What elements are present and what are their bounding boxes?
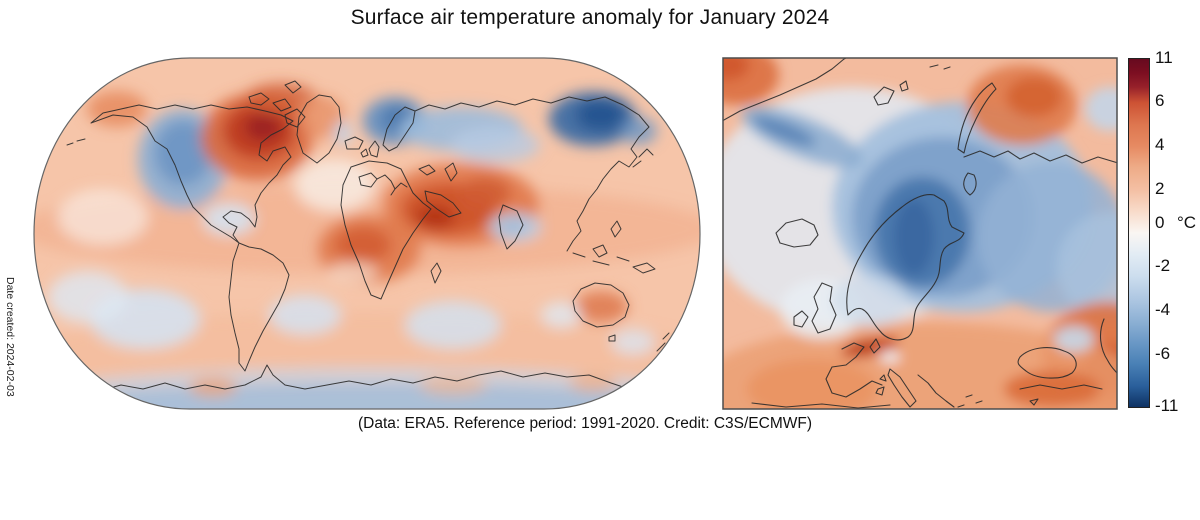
europe-map bbox=[722, 57, 1118, 410]
colorbar-tick: 0 bbox=[1155, 213, 1165, 232]
world-coastlines bbox=[66, 80, 670, 392]
figure-caption: (Data: ERA5. Reference period: 1991-2020… bbox=[358, 415, 812, 432]
world-map-robinson bbox=[33, 57, 701, 410]
colorbar-tick: -2 bbox=[1155, 256, 1171, 275]
logo-row: ★★★ ★★★ ★★★ ★★★ PROGRAMME OF THE EUROPEA… bbox=[0, 450, 1200, 520]
colorbar-tick: -4 bbox=[1155, 300, 1171, 319]
figure-title: Surface air temperature anomaly for Janu… bbox=[350, 6, 830, 29]
colorbar bbox=[1128, 58, 1150, 408]
europe-map-border bbox=[722, 57, 1118, 410]
colorbar-tick: -6 bbox=[1155, 344, 1171, 363]
colorbar-tick: 2 bbox=[1155, 179, 1165, 198]
colorbar-unit-label: °C bbox=[1177, 213, 1197, 232]
world-map-outline bbox=[33, 57, 701, 410]
colorbar-tick: -11 bbox=[1155, 396, 1179, 415]
europe-anomaly-blobs bbox=[723, 58, 1117, 409]
colorbar-tick: 4 bbox=[1155, 135, 1165, 154]
colorbar-tick: 11 bbox=[1155, 48, 1173, 67]
europe-coastlines bbox=[723, 58, 1117, 409]
date-created-label: Date created: 2024-02-03 bbox=[4, 277, 16, 397]
colorbar-tick: 6 bbox=[1155, 91, 1165, 110]
